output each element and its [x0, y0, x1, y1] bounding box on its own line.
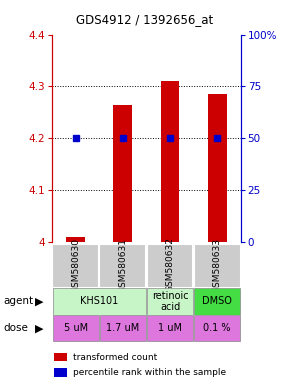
Bar: [53, 288, 146, 314]
Bar: [194, 315, 240, 341]
Text: percentile rank within the sample: percentile rank within the sample: [73, 368, 226, 377]
Text: 1 uM: 1 uM: [158, 323, 182, 333]
Bar: [53, 315, 99, 341]
Text: ▶: ▶: [35, 296, 44, 306]
Bar: [113, 104, 132, 242]
Text: GDS4912 / 1392656_at: GDS4912 / 1392656_at: [76, 13, 214, 26]
Bar: [194, 244, 241, 288]
Text: GSM580630: GSM580630: [71, 238, 80, 293]
Text: ▶: ▶: [35, 323, 44, 333]
Bar: [161, 81, 180, 242]
Bar: [66, 237, 85, 242]
Text: agent: agent: [3, 296, 33, 306]
Bar: [54, 368, 67, 377]
Bar: [147, 288, 193, 314]
Text: GSM580631: GSM580631: [118, 238, 127, 293]
Text: KHS101: KHS101: [80, 296, 118, 306]
Text: 5 uM: 5 uM: [64, 323, 88, 333]
Bar: [100, 315, 146, 341]
Text: retinoic
acid: retinoic acid: [152, 291, 188, 312]
Bar: [52, 244, 99, 288]
Text: GSM580632: GSM580632: [166, 238, 175, 293]
Bar: [99, 244, 146, 288]
Bar: [194, 288, 240, 314]
Text: DMSO: DMSO: [202, 296, 232, 306]
Bar: [147, 315, 193, 341]
Text: 1.7 uM: 1.7 uM: [106, 323, 139, 333]
Text: transformed count: transformed count: [73, 353, 157, 361]
Bar: [54, 353, 67, 361]
Bar: [146, 244, 193, 288]
Text: dose: dose: [3, 323, 28, 333]
Bar: [208, 94, 226, 242]
Text: GSM580633: GSM580633: [213, 238, 222, 293]
Text: 0.1 %: 0.1 %: [203, 323, 231, 333]
